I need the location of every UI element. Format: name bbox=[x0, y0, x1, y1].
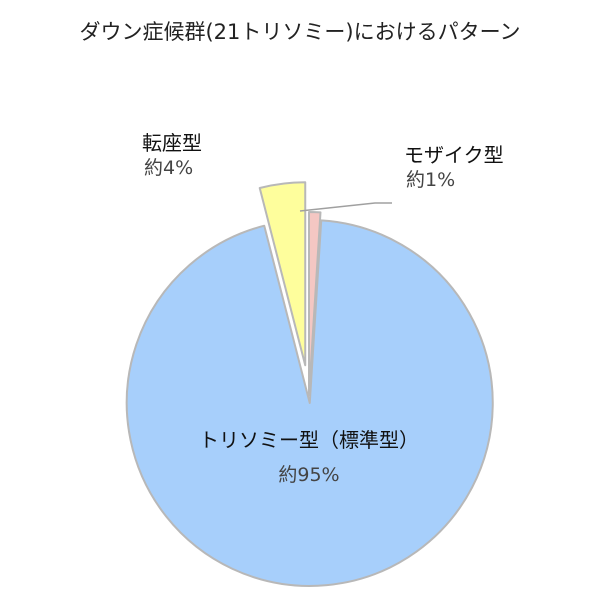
slices-layer bbox=[125, 181, 494, 587]
slice-translocation bbox=[258, 181, 307, 367]
slice-trisomy-label: トリソミー型（標準型） bbox=[199, 428, 419, 452]
slice-mosaic bbox=[308, 211, 322, 396]
slice-mosaic-leader-line bbox=[299, 202, 392, 212]
slice-translocation-label: 転座型 bbox=[142, 131, 202, 155]
slice-trisomy-value-label: 約95% bbox=[278, 464, 339, 486]
slice-translocation-value-label: 約4% bbox=[144, 157, 193, 179]
slice-mosaic-value-label: 約1% bbox=[406, 169, 455, 191]
slice-mosaic-label: モザイク型 bbox=[404, 143, 504, 167]
slice-trisomy bbox=[125, 219, 494, 587]
leaders-layer bbox=[299, 202, 392, 212]
chart-title: ダウン症候群(21トリソミー)におけるパターン bbox=[79, 20, 521, 44]
